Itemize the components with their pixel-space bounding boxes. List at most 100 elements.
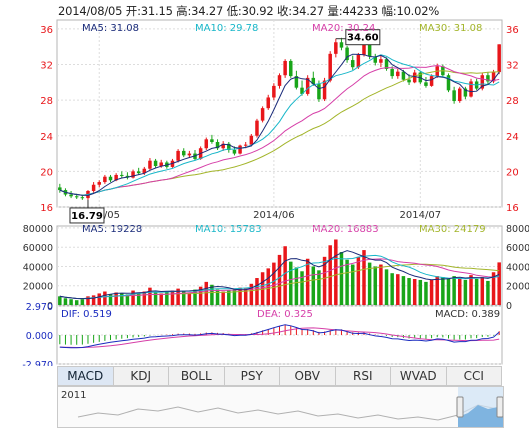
navigator-plot (77, 387, 503, 427)
volume-bar (396, 274, 400, 305)
volume-bar (63, 298, 68, 305)
volume-bar (165, 291, 169, 305)
candle-body (114, 174, 118, 181)
macd-tick-left: 0.000 (26, 331, 53, 342)
volume-bar (272, 262, 276, 305)
volume-bar (142, 291, 147, 305)
volume-bar (379, 264, 383, 305)
price-tick-right: 36 (506, 25, 519, 36)
volume-tick-left: 40000 (23, 262, 53, 273)
candle-body (289, 60, 293, 77)
volume-tick-right: 80000 (506, 224, 529, 235)
candle-body (311, 77, 316, 85)
volume-bar (441, 277, 445, 305)
volume-bar (390, 273, 394, 305)
volume-label: 量 (327, 4, 339, 18)
volume-bar (317, 270, 321, 305)
candle-body (294, 76, 299, 88)
candle-body (260, 108, 265, 121)
volume-bar (418, 279, 423, 305)
candle-body (181, 150, 186, 156)
open-value: 31.15 (140, 4, 173, 18)
volume-bar (429, 279, 434, 305)
tab-kdj[interactable]: KDJ (112, 366, 168, 386)
candle-body (362, 44, 366, 55)
price-tick-left: 36 (40, 25, 53, 36)
candle-body (74, 196, 79, 198)
candle-body (350, 60, 355, 68)
candle-body (384, 59, 389, 69)
volume-bar (58, 296, 62, 305)
volume-bar (238, 287, 242, 305)
candle-body (148, 160, 152, 169)
tab-boll[interactable]: BOLL (168, 366, 224, 386)
candle-body (424, 82, 428, 86)
low-annotation-box (69, 207, 105, 224)
low-annotation-label: 16.79 (71, 211, 103, 222)
volume-bar (210, 284, 214, 305)
volume-tick-left: 60000 (23, 243, 53, 254)
tab-psy[interactable]: PSY (223, 366, 279, 386)
x-tick-label: 2014/06 (253, 210, 295, 221)
navigator-right-handle[interactable] (496, 396, 503, 418)
volume-bar (159, 293, 163, 305)
price-tick-right: 32 (506, 61, 519, 72)
candle-body (345, 47, 349, 61)
macd-tick-left: 2.970 (26, 302, 53, 313)
volume-bar (136, 292, 141, 305)
candle-body (328, 53, 332, 81)
volume-bar (131, 290, 135, 305)
volume-bar (193, 289, 197, 305)
volume-bar (243, 288, 248, 305)
tab-wvad[interactable]: WVAD (390, 366, 446, 386)
high-annotation-label: 34.60 (347, 33, 379, 44)
high-annotation-box (345, 29, 381, 46)
candle-body (463, 88, 468, 97)
chart-canvas[interactable]: 1616202024242828323236362014/052014/0620… (0, 0, 529, 366)
candle-body (272, 85, 276, 98)
tab-rsi[interactable]: RSI (334, 366, 390, 386)
candle-body (103, 176, 107, 183)
macd-legend-dea: DEA: 0.325 (257, 309, 313, 320)
tab-cci[interactable]: CCI (445, 366, 502, 386)
candle-body (187, 153, 192, 156)
candle-body (317, 84, 321, 100)
candle-body (215, 141, 220, 149)
tab-macd[interactable]: MACD (57, 366, 113, 386)
volume-bar (108, 294, 113, 305)
volume-bar (91, 295, 96, 305)
navigator-left-handle[interactable] (456, 396, 464, 418)
range-navigator[interactable]: 2011 (57, 386, 504, 428)
candle-body (249, 135, 254, 145)
candle-body (322, 80, 327, 100)
volume-bar (497, 262, 501, 305)
volume-bar (170, 290, 175, 305)
macd-tick-left: -2.970 (22, 360, 53, 366)
volume-tick-right: 0 (506, 301, 512, 312)
tab-obv[interactable]: OBV (279, 366, 335, 386)
open-label: 开 (125, 4, 138, 18)
volume-tick-left: 80000 (23, 224, 53, 235)
price-tick-right: 20 (506, 167, 519, 178)
ma20-line (59, 64, 500, 196)
low-label: 低 (226, 4, 239, 18)
candle-body (379, 59, 383, 63)
quote-header: 2014/08/05 开:31.15 高:34.27 低:30.92 收:34.… (58, 4, 440, 18)
volume-bar (469, 275, 473, 305)
volume-bar (69, 299, 73, 305)
volume-bar (153, 292, 158, 305)
price-tick-left: 20 (40, 167, 53, 178)
volume-bar (463, 279, 468, 305)
volume-bar (80, 299, 85, 305)
candle-body (458, 88, 462, 102)
candle-body (401, 71, 406, 80)
candle-body (396, 71, 400, 77)
candle-body (120, 174, 124, 176)
volume-bar (305, 258, 310, 305)
volume-bar (339, 252, 344, 305)
dif-line (59, 324, 500, 349)
volume-legend-ma20: MA20: 16883 (312, 224, 379, 235)
high-value: 34.27 (191, 4, 224, 18)
macd-legend-dif: DIF: 0.519 (61, 309, 112, 320)
candle-body (80, 197, 85, 199)
